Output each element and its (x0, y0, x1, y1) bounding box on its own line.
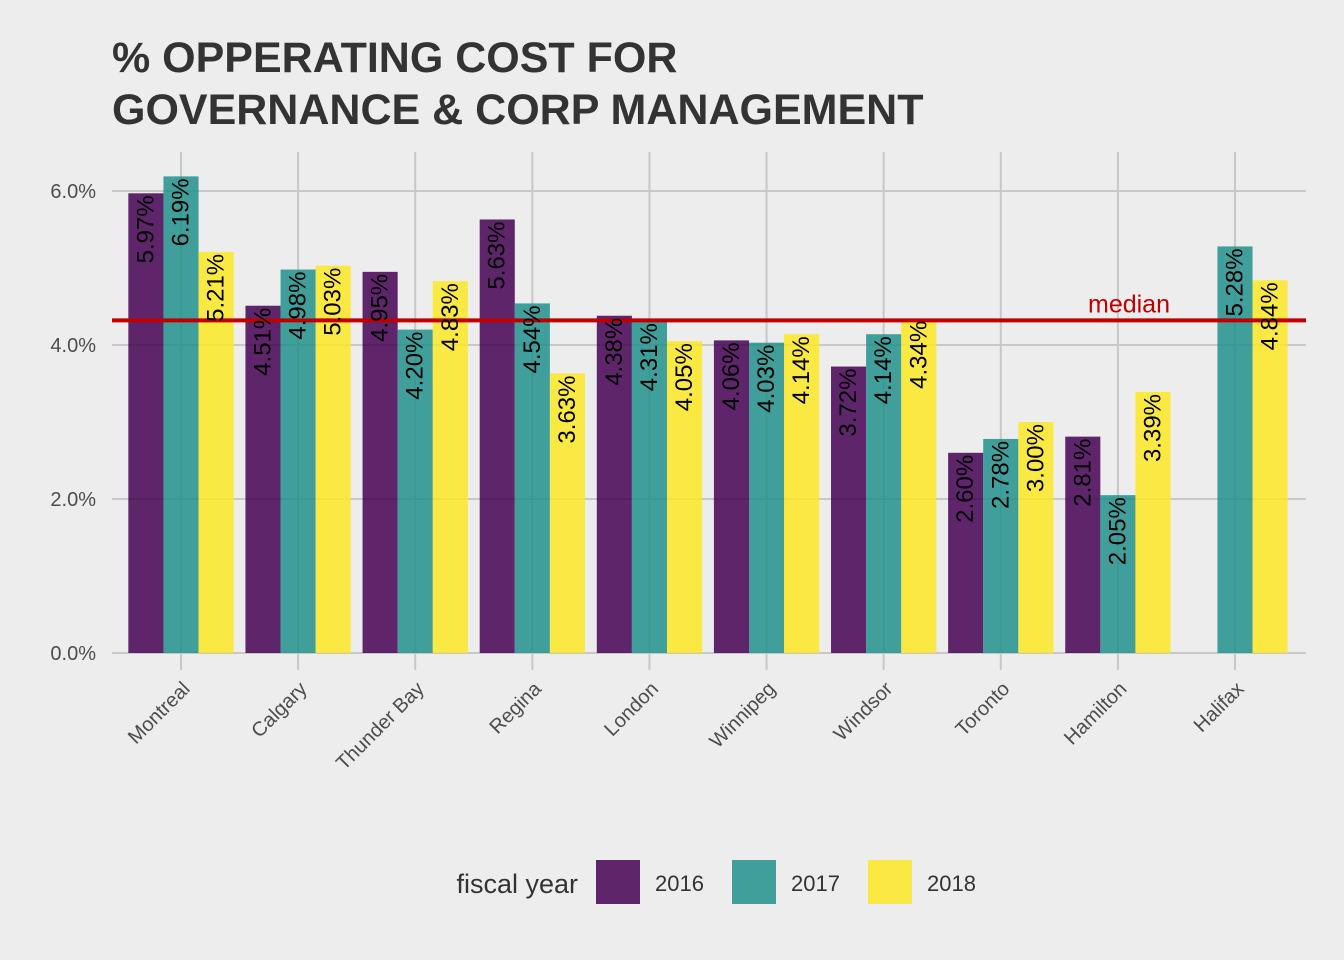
bar-regina-2017 (514, 303, 550, 653)
bar-label-hamilton-2017: 2.05% (1104, 497, 1131, 565)
bar-label-london-2018: 4.05% (671, 343, 698, 411)
bar-winnipeg-2018 (784, 334, 820, 653)
bar-thunder-bay-2017 (397, 329, 433, 653)
x-tick-label-halifax: Halifax (1190, 678, 1249, 737)
x-tick-label-montreal: Montreal (124, 678, 195, 749)
bar-label-toronto-2018: 3.00% (1022, 424, 1049, 492)
bar-windsor-2017 (866, 334, 902, 653)
x-tick-label-toronto: Toronto (952, 678, 1015, 741)
x-tick-label-hamilton: Hamilton (1060, 678, 1131, 749)
x-tick-label-windsor: Windsor (830, 678, 898, 746)
bar-label-montreal-2018: 5.21% (203, 254, 230, 322)
bar-label-winnipeg-2018: 4.14% (788, 336, 815, 404)
bar-label-windsor-2016: 3.72% (835, 369, 862, 437)
legend-key-2018 (868, 860, 912, 904)
x-tick-label-winnipeg: Winnipeg (706, 678, 781, 753)
y-tick-label: 2.0% (50, 489, 96, 511)
bar-label-windsor-2017: 4.14% (870, 336, 897, 404)
x-axis: Montreal Calgary Thunder Bay Regina London Wi… (124, 677, 1249, 774)
median-label: median (1088, 290, 1170, 318)
bar-label-calgary-2016: 4.51% (250, 308, 277, 376)
y-axis: 0.0% 2.0% 4.0% 6.0% (50, 181, 96, 665)
bar-hamilton-2017 (1100, 495, 1136, 653)
bar-toronto-2016 (948, 452, 984, 653)
bar-london-2018 (666, 341, 703, 653)
bar-label-toronto-2017: 2.78% (987, 441, 1014, 509)
bar-label-calgary-2018: 5.03% (320, 268, 347, 336)
bar-thunder-bay-2018 (432, 281, 468, 653)
y-tick-label: 0.0% (50, 643, 96, 665)
legend-key-2017 (732, 860, 776, 904)
chart-title-line-2: GOVERNANCE & CORP MANAGEMENT (112, 86, 924, 134)
bar-label-halifax-2018: 4.84% (1257, 282, 1284, 350)
x-tick-label-calgary: Calgary (247, 678, 311, 742)
bar-toronto-2018 (1018, 422, 1054, 653)
bar-thunder-bay-2016 (362, 271, 398, 653)
bar-calgary-2017 (280, 269, 316, 653)
x-tick-label-london: London (600, 678, 663, 741)
bar-label-london-2017: 4.31% (636, 323, 663, 391)
bar-winnipeg-2017 (749, 342, 785, 653)
bar-windsor-2016 (831, 366, 867, 653)
legend-label-2018: 2018 (927, 871, 976, 896)
bar-halifax-2017 (1217, 246, 1253, 653)
bar-label-hamilton-2016: 2.81% (1069, 439, 1096, 507)
bar-label-regina-2017: 4.54% (519, 305, 546, 373)
legend-key-2016 (596, 860, 640, 904)
chart-title-line-1: % OPPERATING COST FOR (112, 34, 678, 82)
bar-label-thunder-bay-2017: 4.20% (402, 332, 429, 400)
bar-windsor-2018 (901, 318, 937, 653)
x-tick-label-regina: Regina (485, 677, 546, 738)
legend: fiscal year 2016 2017 2018 (456, 860, 976, 904)
bar-label-windsor-2018: 4.34% (905, 321, 932, 389)
legend-title: fiscal year (456, 869, 578, 899)
bar-toronto-2017 (983, 438, 1019, 653)
bar-hamilton-2016 (1065, 436, 1101, 653)
y-tick-label: 4.0% (50, 335, 96, 357)
chart-title: % OPPERATING COST FOR GOVERNANCE & CORP … (112, 32, 923, 136)
bar-label-calgary-2017: 4.98% (285, 272, 312, 340)
bar-label-montreal-2017: 6.19% (168, 178, 195, 246)
bar-label-winnipeg-2017: 4.03% (753, 345, 780, 413)
x-tick-label-thunder-bay: Thunder Bay (332, 678, 429, 775)
median-line-group: median (112, 290, 1306, 323)
bar-calgary-2016 (245, 305, 281, 653)
bar-label-winnipeg-2016: 4.06% (718, 342, 745, 410)
legend-label-2017: 2017 (791, 871, 840, 896)
bar-montreal-2017 (163, 176, 199, 653)
bar-labels: 5.97% 6.19% 5.21% 4.51% 4.98% 5.03% 4.95% 4.20%… (132, 178, 1283, 565)
bar-montreal-2016 (128, 193, 164, 653)
bar-regina-2016 (479, 219, 515, 654)
bar-label-london-2016: 4.38% (601, 318, 628, 386)
bar-label-thunder-bay-2016: 4.95% (367, 274, 394, 342)
bar-hamilton-2018 (1135, 391, 1171, 653)
bar-regina-2018 (549, 373, 585, 653)
legend-label-2016: 2016 (655, 871, 704, 896)
bar-london-2016 (596, 315, 632, 653)
bar-calgary-2018 (315, 265, 351, 653)
y-tick-label: 6.0% (50, 181, 96, 203)
bar-label-regina-2018: 3.63% (554, 375, 581, 443)
bar-label-hamilton-2018: 3.39% (1139, 394, 1166, 462)
bar-label-thunder-bay-2018: 4.83% (437, 283, 464, 351)
bar-winnipeg-2016 (713, 340, 750, 653)
bars (128, 176, 1288, 654)
bar-london-2017 (631, 321, 667, 653)
bar-label-halifax-2017: 5.28% (1222, 248, 1249, 316)
bar-halifax-2018 (1252, 280, 1288, 653)
bar-label-montreal-2016: 5.97% (132, 195, 159, 263)
bar-label-regina-2016: 5.63% (484, 221, 511, 289)
bar-label-toronto-2016: 2.60% (952, 455, 979, 523)
